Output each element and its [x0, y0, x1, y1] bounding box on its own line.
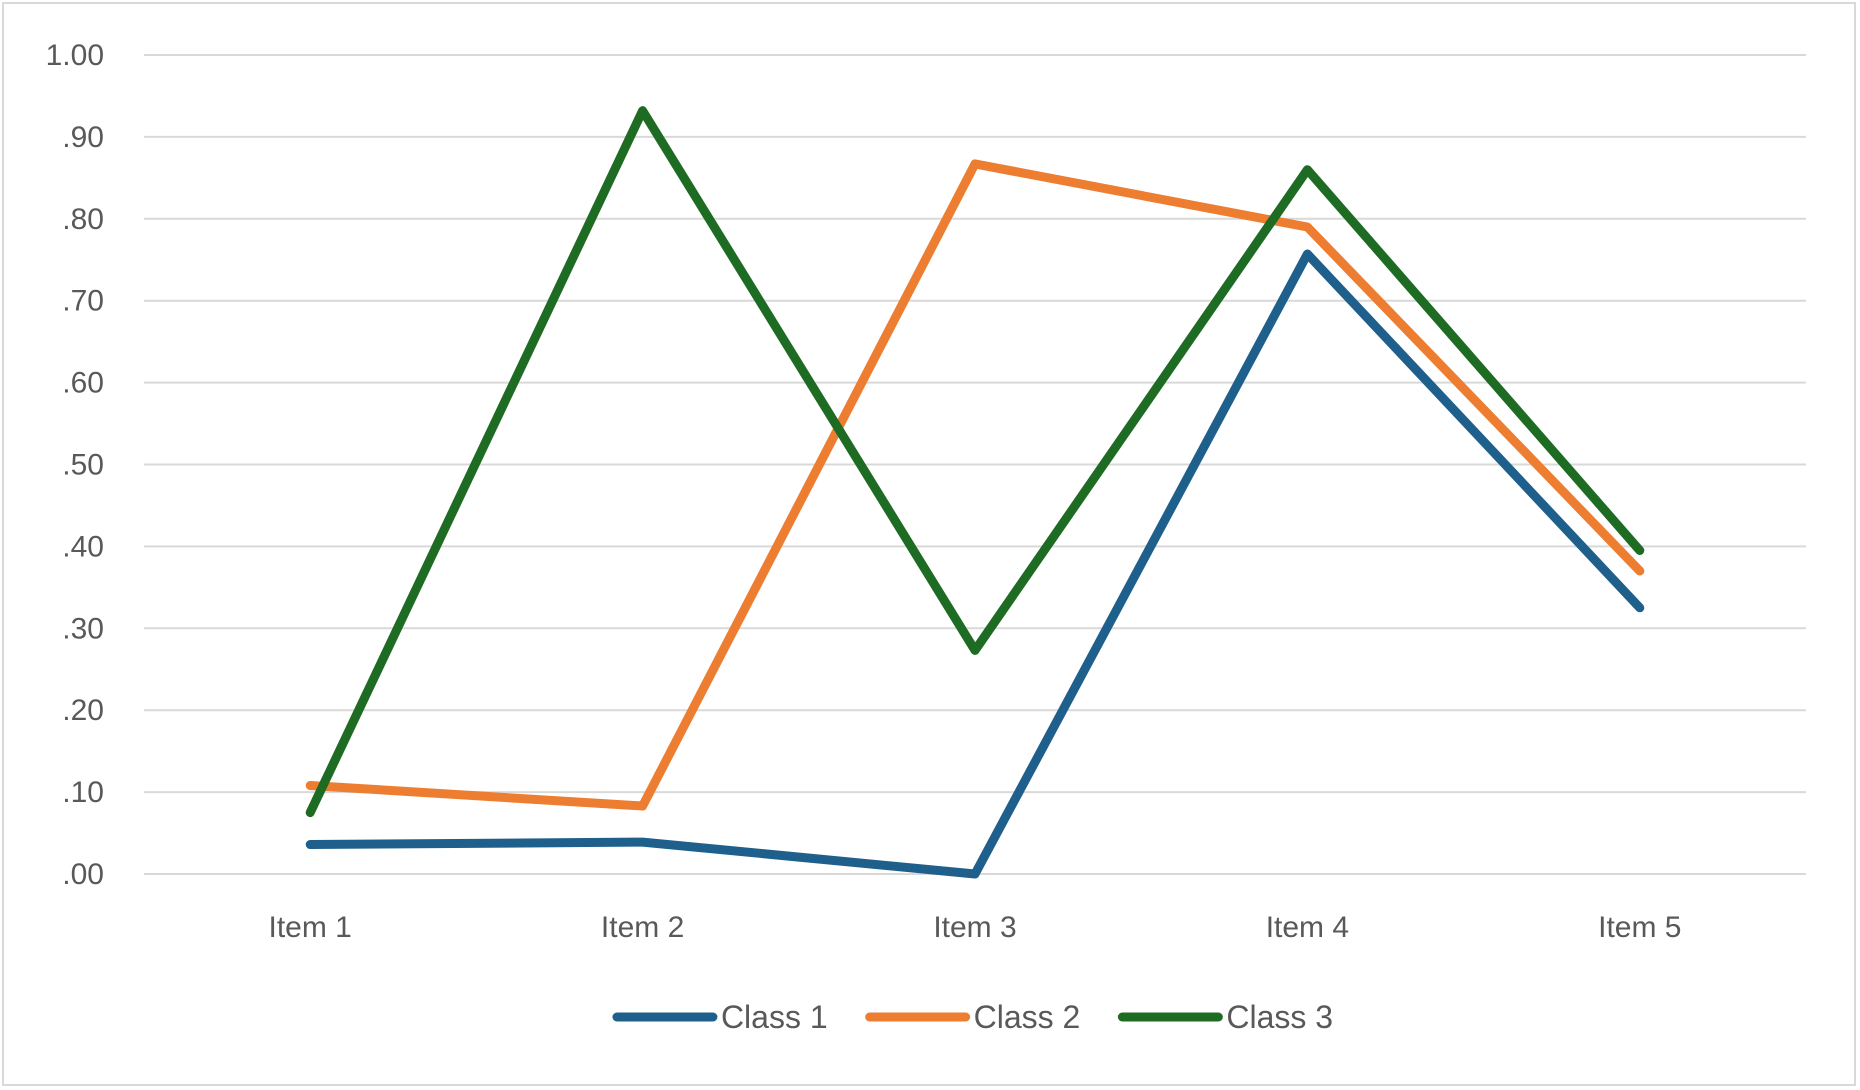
x-tick-label: Item 3: [933, 911, 1016, 944]
y-tick-label: .80: [62, 203, 104, 236]
x-tick-label: Item 2: [601, 911, 684, 944]
y-tick-label: .90: [62, 121, 104, 154]
series-line-class-2: [305, 159, 1645, 811]
legend: Class 1 Class 2 Class 3: [612, 999, 1333, 1035]
legend-label: Class 1: [721, 999, 828, 1035]
series-line-class-1: [305, 249, 1645, 879]
x-tick-label: Item 1: [269, 911, 352, 944]
y-tick-label: .00: [62, 858, 104, 891]
y-tick-label: .30: [62, 612, 104, 645]
gridlines: [144, 54, 1806, 875]
y-tick-label: .60: [62, 367, 104, 400]
x-tick-label: Item 5: [1598, 911, 1681, 944]
series-lines: [305, 106, 1645, 879]
x-tick-label: Item 4: [1266, 911, 1349, 944]
y-axis-tick-labels: .00 .10 .20 .30 .40 .50 .60 .70 .80 .90 1.00: [46, 39, 104, 891]
series-line-class-3: [305, 106, 1645, 818]
y-tick-label: .40: [62, 530, 104, 563]
x-axis-tick-labels: Item 1 Item 2 Item 3 Item 4 Item 5: [269, 911, 1682, 944]
y-tick-label: .20: [62, 694, 104, 727]
y-tick-label: 1.00: [46, 39, 104, 72]
y-tick-label: .50: [62, 449, 104, 482]
y-tick-label: .70: [62, 285, 104, 318]
legend-label: Class 2: [974, 999, 1081, 1035]
y-tick-label: .10: [62, 776, 104, 809]
legend-label: Class 3: [1226, 999, 1333, 1035]
